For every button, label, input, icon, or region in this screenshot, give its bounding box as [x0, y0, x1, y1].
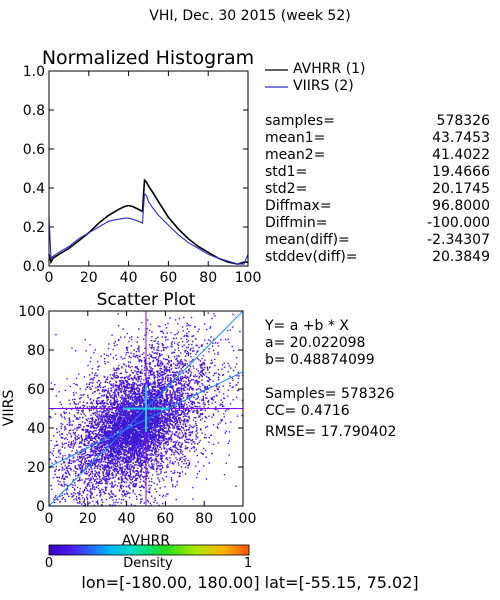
- legend-avhrr-label: AVHRR (1): [293, 61, 366, 77]
- histogram-x-tick-label: 0: [45, 270, 54, 286]
- scatter-y-tick-label: 100: [18, 304, 45, 320]
- histogram-line-avhrr: [48, 178, 248, 265]
- stat-label: mean2=: [265, 147, 325, 163]
- histogram-x-tick-label: 60: [159, 270, 177, 286]
- scatter-y-axis-label: VIIRS: [1, 390, 17, 427]
- stat-value: -2.34307: [427, 232, 490, 248]
- regression-equation: Y= a +b * X: [264, 318, 349, 334]
- histogram-y-tick-label: 0.8: [23, 103, 45, 119]
- scatter-points-core: [78, 359, 217, 494]
- colorbar-gradient: [48, 544, 250, 556]
- scatter-overlay: [49, 311, 243, 506]
- stat-value: 96.8000: [432, 198, 490, 214]
- histogram-series: [48, 178, 249, 265]
- histogram-y-tick-label: 0.6: [23, 142, 45, 158]
- stat-label: stddev(diff)=: [265, 249, 358, 265]
- scatter-x-tick-label: 60: [156, 511, 174, 527]
- scatter-y-tick-label: 0: [36, 499, 45, 515]
- histogram-x-tick-label: 40: [120, 270, 138, 286]
- stat-label: Diffmin=: [265, 215, 327, 231]
- stat-value: 20.3849: [432, 249, 490, 265]
- scatter-title: Scatter Plot: [97, 290, 196, 310]
- histogram-frame: [48, 70, 249, 267]
- histogram-y-tick-labels: 0.0 0.2 0.4 0.6 0.8 1.0: [23, 64, 45, 275]
- footer-extent: lon=[-180.00, 180.00] lat=[-55.15, 75.02…: [81, 573, 418, 592]
- stat-value: 20.1745: [432, 181, 490, 197]
- legend: AVHRR (1) VIIRS (2): [265, 61, 366, 94]
- regression-samples: Samples= 578326: [265, 386, 395, 402]
- stats-block: samples= 578326 mean1= 43.7453 mean2= 41.4022…: [265, 113, 490, 265]
- histogram-ticks: [48, 70, 249, 267]
- scatter-y-tick-label: 20: [27, 460, 45, 476]
- histogram-x-tick-labels: 0 20 40 60 80 100: [45, 270, 262, 286]
- scatter-x-tick-label: 0: [45, 511, 54, 527]
- scatter-y-tick-labels: 0 20 40 60 80 100: [18, 304, 45, 515]
- figure-title: VHI, Dec. 30 2015 (week 52): [149, 8, 350, 24]
- stat-value: 578326: [437, 113, 491, 129]
- colorbar-title: Density: [123, 556, 173, 571]
- histogram-y-tick-label: 1.0: [23, 64, 45, 80]
- histogram-line-viirs: [48, 192, 249, 265]
- regression-cc: CC= 0.4716: [265, 403, 350, 419]
- scatter-x-tick-label: 80: [195, 511, 213, 527]
- histogram-y-tick-label: 0.2: [23, 220, 45, 236]
- stat-value: 41.4022: [432, 147, 490, 163]
- regression-a: a= 20.022098: [265, 335, 365, 351]
- histogram-chart: Normalized Histogram 0.00.20.40.60.81.0 …: [23, 47, 262, 286]
- stat-label: std2=: [265, 181, 307, 197]
- histogram-title: Normalized Histogram: [42, 47, 254, 69]
- stat-label: Diffmax=: [265, 198, 332, 214]
- scatter-x-tick-label: 100: [230, 511, 257, 527]
- histogram-x-tick-label: 80: [199, 270, 217, 286]
- scatter-y-tick-label: 60: [27, 382, 45, 398]
- regression-rmse: RMSE= 17.790402: [265, 424, 396, 440]
- scatter-y-tick-label: 80: [27, 343, 45, 359]
- histogram-x-tick-label: 100: [235, 270, 262, 286]
- stat-value: -100.000: [427, 215, 490, 231]
- scatter-frame: [48, 310, 244, 507]
- regression-b: b= 0.48874099: [265, 352, 375, 368]
- stat-value: 43.7453: [432, 130, 490, 146]
- legend-viirs-label: VIIRS (2): [293, 78, 354, 94]
- scatter-y-tick-label: 40: [27, 421, 45, 437]
- stat-label: std1=: [265, 164, 307, 180]
- colorbar-min-label: 0: [45, 556, 53, 571]
- stat-value: 19.4666: [432, 164, 490, 180]
- colorbar: 0 Density 1: [45, 544, 252, 571]
- scatter-x-tick-label: 20: [79, 511, 97, 527]
- stat-label: mean(diff)=: [265, 232, 350, 248]
- histogram-y-tick-label: 0.4: [23, 181, 45, 197]
- colorbar-max-label: 1: [244, 556, 252, 571]
- stat-label: samples=: [265, 113, 335, 129]
- stat-label: mean1=: [265, 130, 325, 146]
- histogram-y-tick-label: 0.0: [23, 259, 45, 275]
- histogram-x-tick-label: 20: [80, 270, 98, 286]
- scatter-x-tick-label: 40: [118, 511, 136, 527]
- scatter-x-tick-labels: 0 20 40 60 80 100: [45, 511, 257, 527]
- regression-block: Y= a +b * X a= 20.022098 b= 0.48874099 S…: [264, 318, 396, 440]
